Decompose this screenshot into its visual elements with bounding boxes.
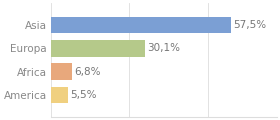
Bar	[51, 63, 72, 80]
Text: 30,1%: 30,1%	[148, 43, 181, 53]
Bar	[51, 87, 68, 103]
Text: 6,8%: 6,8%	[74, 67, 101, 77]
Bar	[51, 40, 145, 57]
Text: 5,5%: 5,5%	[71, 90, 97, 100]
Bar	[51, 17, 231, 33]
Text: 57,5%: 57,5%	[234, 20, 267, 30]
